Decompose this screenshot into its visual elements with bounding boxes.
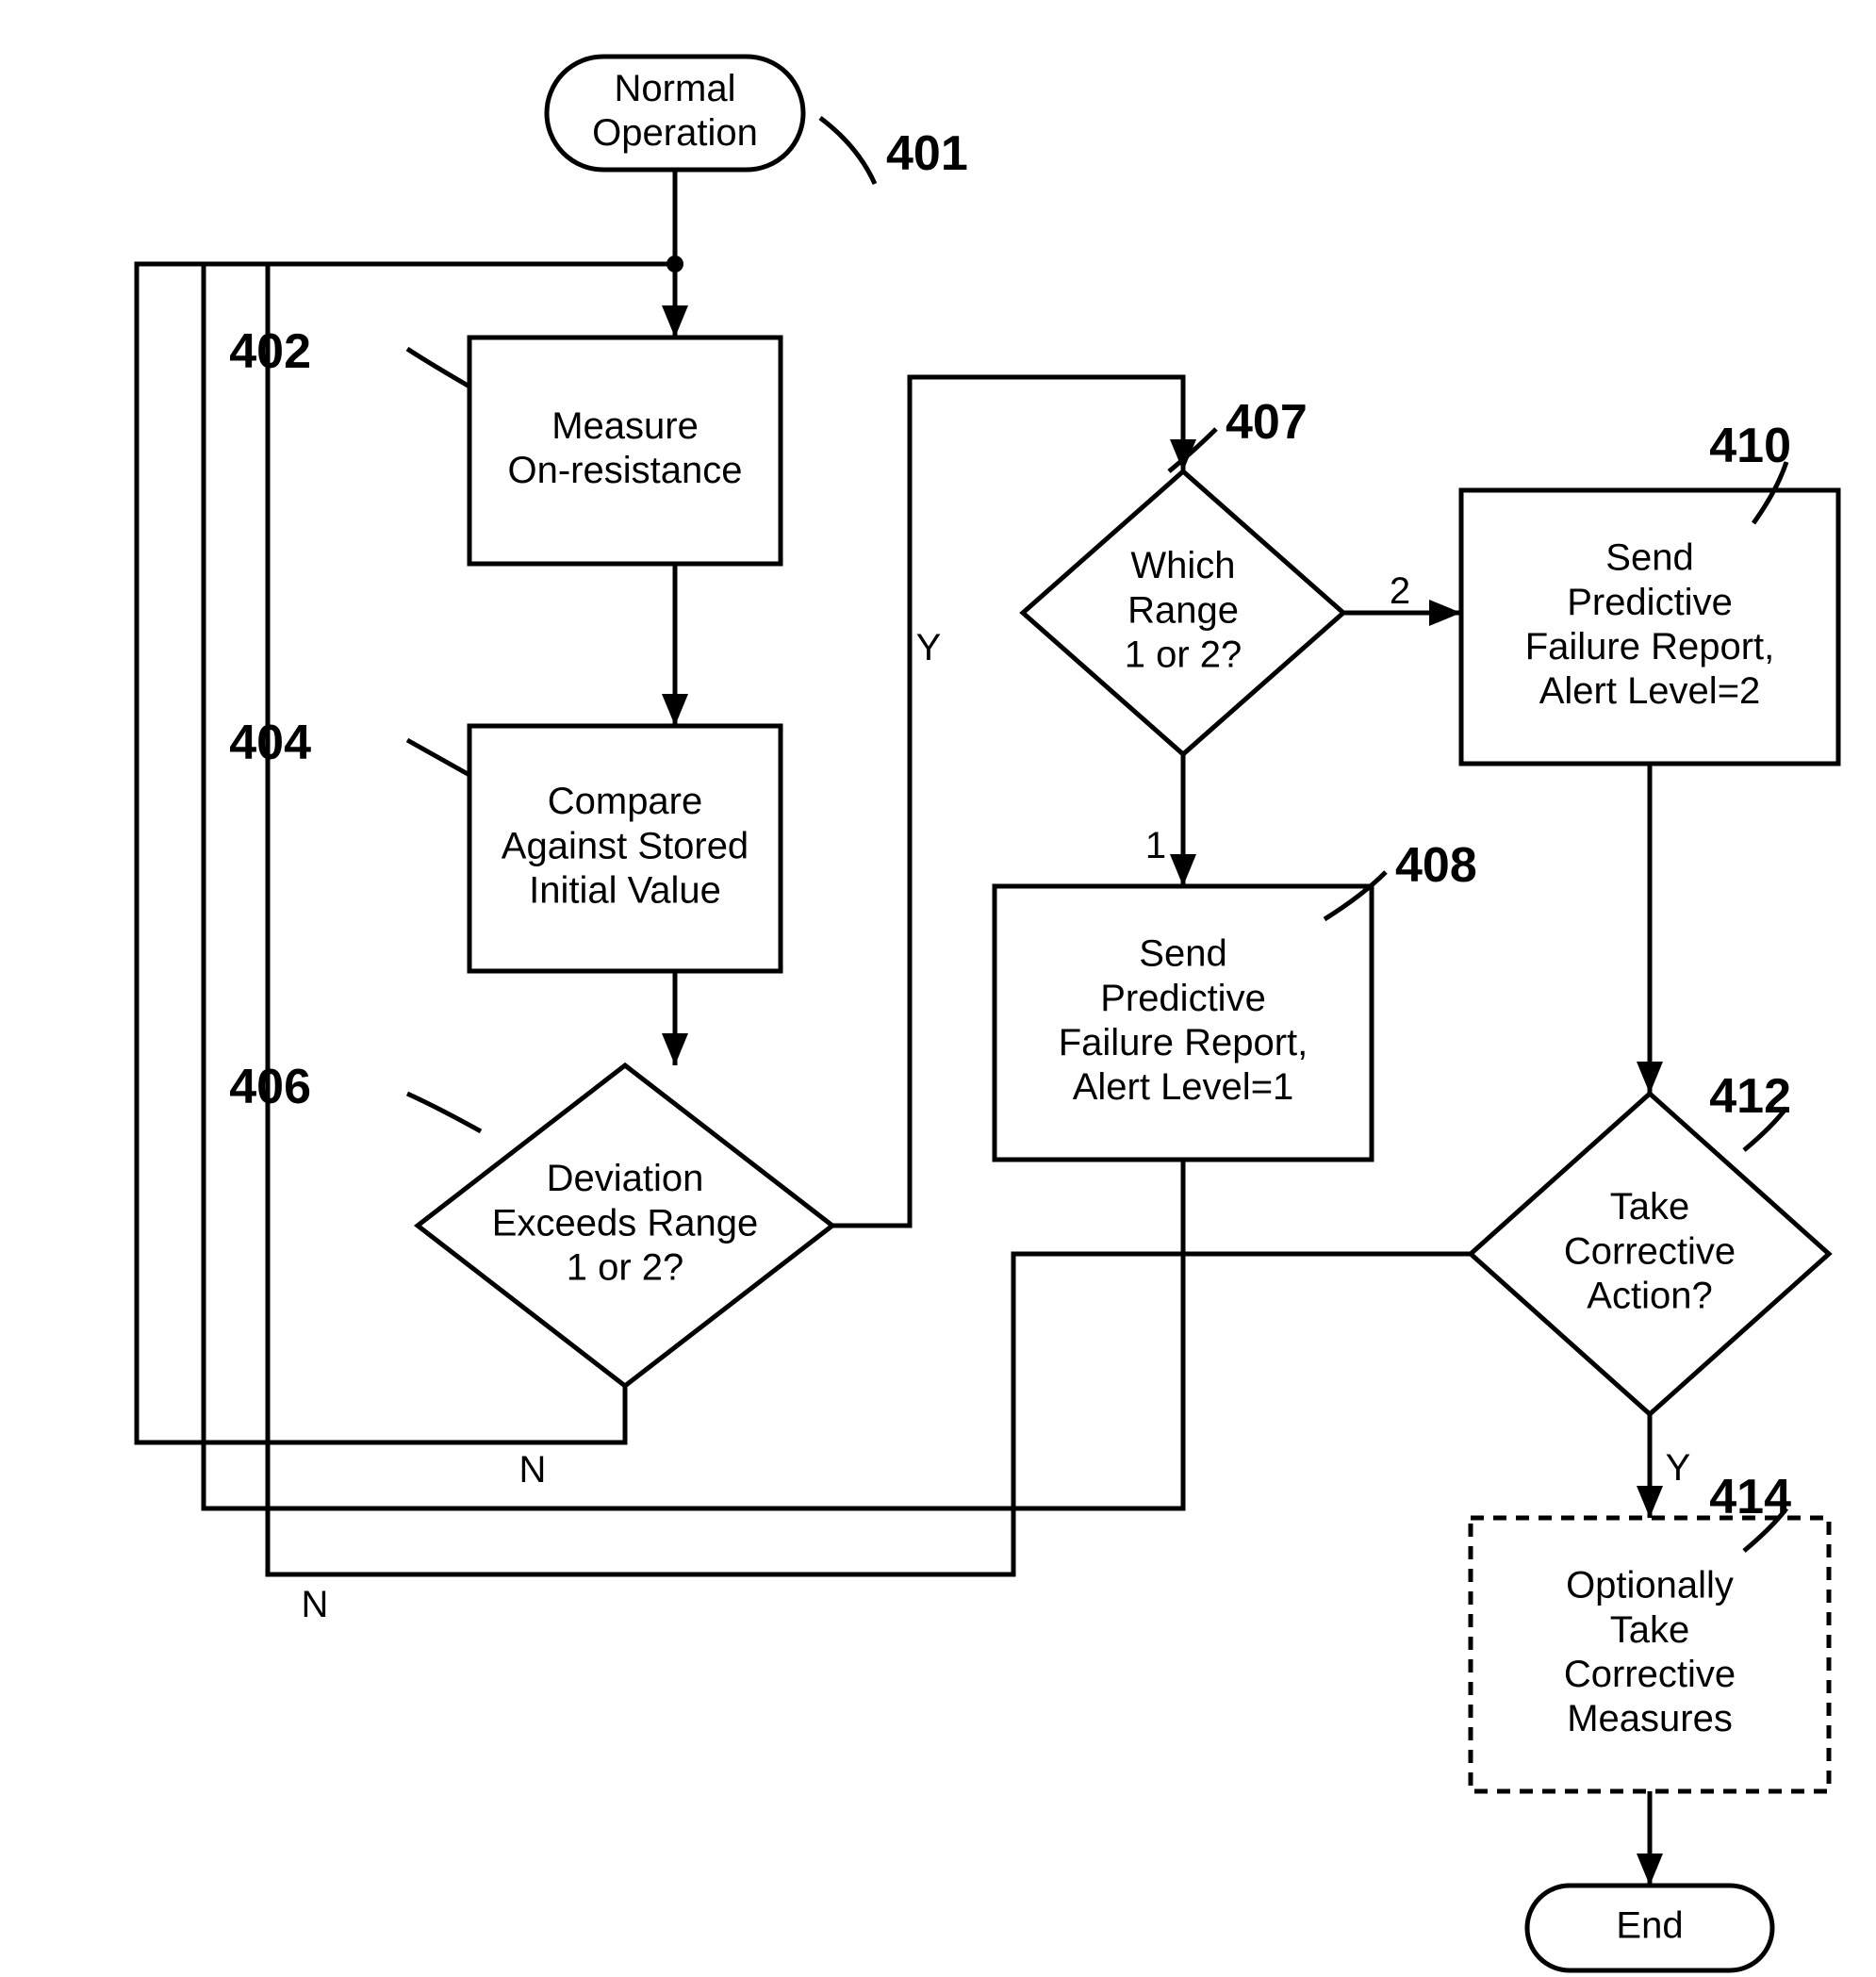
edge-label-e_412_Y_414: Y — [1666, 1447, 1691, 1489]
edge-label-e_407_2_410: 2 — [1390, 570, 1410, 612]
edge-label-e_406_Y_407: Y — [916, 627, 942, 668]
node-n407-label: WhichRange1 or 2? — [1125, 545, 1242, 675]
svg-text:Send: Send — [1605, 537, 1693, 579]
node-n402-label: MeasureOn-resistance — [508, 405, 743, 491]
svg-text:Normal: Normal — [615, 68, 736, 109]
svg-text:Send: Send — [1139, 933, 1226, 975]
svg-text:Failure Report,: Failure Report, — [1059, 1022, 1308, 1063]
ref-label-l412: 412 — [1709, 1069, 1791, 1124]
edge-label-e_406_N_loop: N — [519, 1449, 547, 1491]
svg-text:1 or 2?: 1 or 2? — [567, 1247, 684, 1289]
node-start-label: NormalOperation — [592, 68, 758, 154]
svg-text:Corrective: Corrective — [1564, 1654, 1736, 1695]
ref-label-l408: 408 — [1395, 838, 1477, 893]
svg-text:Deviation: Deviation — [547, 1158, 704, 1199]
svg-text:Action?: Action? — [1587, 1276, 1712, 1317]
leader-l402 — [407, 349, 469, 387]
svg-text:Which: Which — [1130, 545, 1235, 586]
node-n404-label: CompareAgainst StoredInitial Value — [502, 781, 749, 911]
svg-text:Alert Level=2: Alert Level=2 — [1539, 670, 1761, 712]
svg-text:Operation: Operation — [592, 112, 758, 154]
ref-label-l414: 414 — [1709, 1470, 1791, 1524]
ref-label-l407: 407 — [1226, 395, 1308, 450]
svg-text:End: End — [1616, 1904, 1683, 1946]
svg-text:On-resistance: On-resistance — [508, 450, 743, 491]
svg-text:Failure Report,: Failure Report, — [1525, 626, 1775, 667]
ref-label-l401: 401 — [886, 126, 968, 181]
edge-label-e_407_1_408: 1 — [1145, 825, 1166, 866]
node-n410-label: SendPredictiveFailure Report,Alert Level… — [1525, 537, 1775, 713]
leader-l404 — [407, 740, 469, 775]
node-n408-label: SendPredictiveFailure Report,Alert Level… — [1059, 933, 1308, 1109]
svg-text:Initial Value: Initial Value — [529, 870, 721, 912]
leader-l401 — [820, 118, 875, 184]
svg-text:Compare: Compare — [548, 781, 703, 822]
svg-text:Alert Level=1: Alert Level=1 — [1073, 1066, 1294, 1108]
svg-text:Take: Take — [1610, 1186, 1690, 1227]
svg-text:Measures: Measures — [1567, 1698, 1733, 1739]
svg-text:Corrective: Corrective — [1564, 1230, 1736, 1272]
leader-l408 — [1325, 872, 1386, 919]
node-n412-label: TakeCorrectiveAction? — [1564, 1186, 1736, 1316]
ref-label-l410: 410 — [1709, 419, 1791, 473]
node-end-label: End — [1616, 1904, 1683, 1946]
edge-label-e_412_N_loop: N — [302, 1584, 329, 1625]
svg-text:1 or 2?: 1 or 2? — [1125, 634, 1242, 676]
ref-label-l406: 406 — [229, 1060, 311, 1114]
svg-text:Predictive: Predictive — [1100, 978, 1266, 1019]
edge-e_412_N_loop — [268, 264, 1471, 1574]
node-n414-label: OptionallyTakeCorrectiveMeasures — [1564, 1565, 1736, 1740]
svg-text:Predictive: Predictive — [1567, 582, 1733, 623]
node-n406-label: DeviationExceeds Range1 or 2? — [492, 1158, 758, 1288]
svg-text:Optionally: Optionally — [1566, 1565, 1734, 1606]
svg-text:Measure: Measure — [551, 405, 699, 447]
svg-text:Range: Range — [1127, 589, 1239, 631]
svg-text:Exceeds Range: Exceeds Range — [492, 1202, 758, 1244]
svg-text:Against Stored: Against Stored — [502, 825, 749, 866]
ref-label-l402: 402 — [229, 324, 311, 379]
svg-text:Take: Take — [1610, 1609, 1690, 1651]
ref-label-l404: 404 — [229, 716, 311, 770]
leader-l406 — [407, 1094, 481, 1131]
